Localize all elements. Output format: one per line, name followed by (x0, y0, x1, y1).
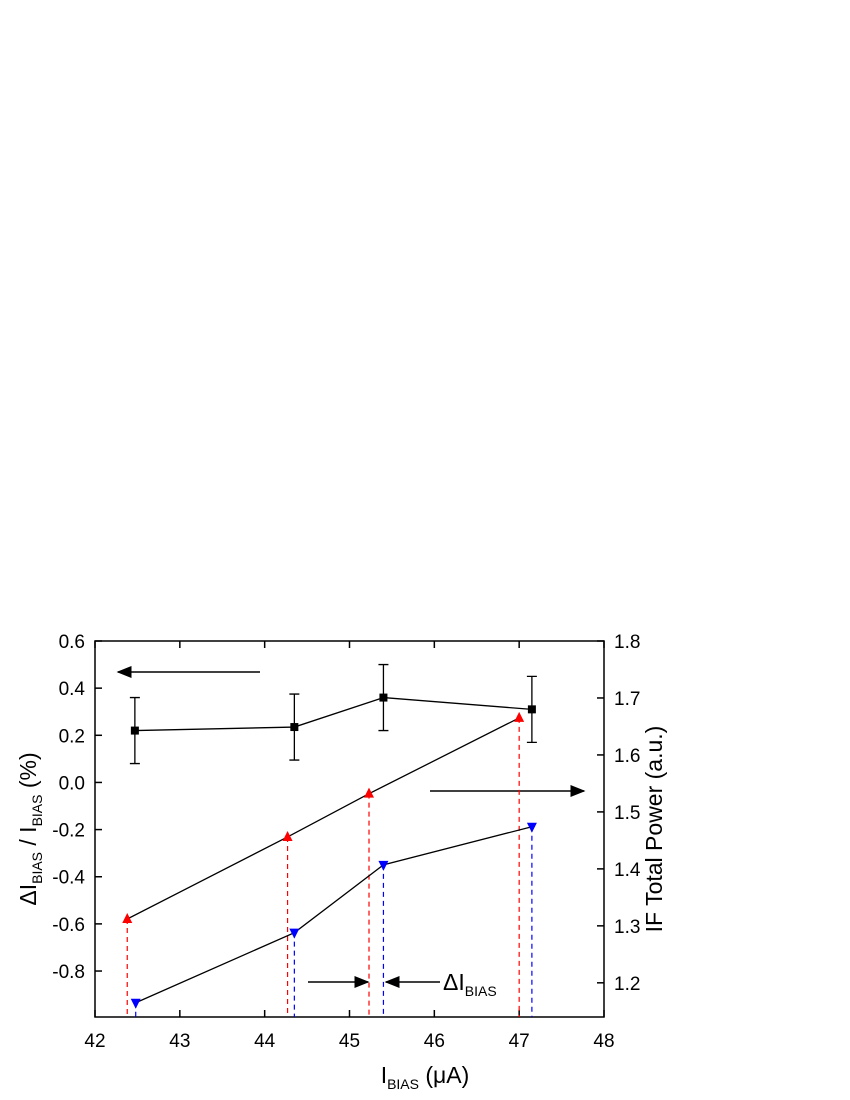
marker (379, 693, 388, 702)
x-axis-label: IBIAS (μA) (381, 1062, 470, 1092)
x-tick-label: 44 (254, 1031, 276, 1052)
y2-tick-label: 1.7 (614, 689, 640, 710)
annotation-part: ΔI (443, 969, 465, 995)
marker (289, 928, 300, 939)
x-axis-label-part: I (381, 1062, 387, 1088)
y-tick-label: -0.6 (52, 915, 85, 936)
y-axis-label-part: (%) (15, 752, 41, 794)
annotation: ΔIBIAS (443, 969, 497, 999)
y-axis-label: ΔIBIAS / IBIAS (%) (15, 752, 45, 905)
x-axis-label-part: BIAS (387, 1076, 419, 1092)
x-axis-label-part: (μA) (419, 1062, 469, 1088)
y2-tick-label: 1.5 (614, 803, 640, 824)
x-tick-label: 47 (509, 1031, 530, 1052)
y-axis-label-part: BIAS (29, 852, 45, 884)
y2-tick-label: 1.2 (614, 974, 640, 995)
marker (122, 913, 133, 924)
marker (290, 723, 299, 732)
y2-tick-label: 1.3 (614, 917, 640, 938)
y2-axis-label: IF Total Power (a.u.) (641, 726, 667, 933)
y-tick-label: 0.6 (59, 632, 85, 653)
marker (526, 822, 537, 833)
marker (364, 787, 375, 798)
series-line (135, 826, 533, 1004)
y2-tick-label: 1.8 (614, 632, 640, 653)
y-tick-label: 0.4 (59, 679, 86, 700)
series-line (126, 717, 520, 920)
y-axis-label-part: ΔI (15, 884, 41, 906)
marker (527, 705, 536, 714)
x-tick-label: 42 (84, 1031, 105, 1052)
x-tick-label: 45 (339, 1031, 360, 1052)
marker (514, 711, 525, 722)
y-axis-label-part: BIAS (29, 795, 45, 827)
marker (130, 998, 141, 1009)
y-tick-label: 0.2 (59, 726, 85, 747)
y-tick-label: -0.8 (52, 962, 85, 983)
y2-tick-label: 1.4 (614, 860, 641, 881)
series-line (134, 696, 532, 732)
y-tick-label: -0.4 (52, 868, 85, 889)
x-tick-label: 48 (593, 1031, 614, 1052)
plot-frame (94, 640, 605, 1018)
x-tick-label: 43 (169, 1031, 190, 1052)
y-tick-label: 0.0 (59, 773, 85, 794)
annotation-part: BIAS (465, 983, 497, 999)
marker (282, 830, 293, 841)
y-tick-label: -0.2 (52, 821, 85, 842)
marker (130, 726, 139, 735)
x-tick-label: 46 (424, 1031, 445, 1052)
marker (378, 860, 389, 871)
y2-tick-label: 1.6 (614, 746, 640, 767)
y-axis-label-part: / I (15, 826, 41, 852)
